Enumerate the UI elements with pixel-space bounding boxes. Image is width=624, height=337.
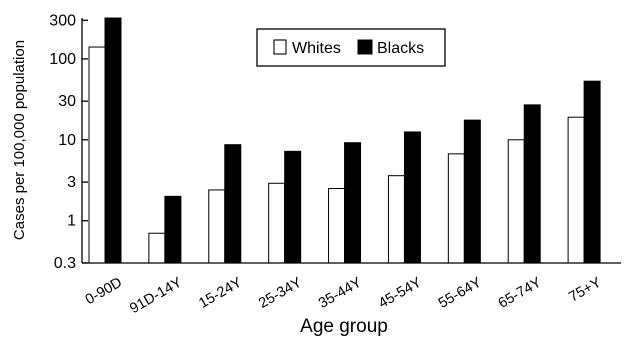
x-ticks-group: 0-90D 91D-14Y 15-24Y 25-34Y 35-44Y 45-54Y 55-6… (83, 274, 605, 317)
bar-blacks-2534y (284, 150, 302, 264)
x-axis-title: Age group (300, 316, 388, 337)
bars-group (88, 17, 601, 264)
y-tick-label: 0.3 (54, 255, 76, 272)
bar-whites-91d14y (148, 232, 166, 264)
legend-swatch-whites (273, 39, 287, 55)
x-tick-label: 75+Y (566, 274, 604, 305)
bar-blacks-5564y (463, 119, 481, 264)
y-tick-label: 3 (67, 174, 76, 191)
bar-whites-5564y (447, 153, 465, 264)
bar-blacks-91d14y (164, 195, 182, 264)
bar-blacks-75y (583, 80, 601, 264)
bar-whites-4554y (387, 175, 405, 264)
legend: Whites Blacks (256, 28, 446, 67)
x-tick-label: 25-34Y (256, 274, 305, 311)
x-tick-label: 65-74Y (496, 274, 545, 311)
y-axis-title: Cases per 100,000 population (11, 40, 28, 240)
legend-label-whites: Whites (292, 40, 341, 57)
bar-whites-6574y (507, 139, 525, 264)
bar-whites-090d (88, 46, 106, 264)
bar-blacks-4554y (403, 131, 421, 264)
legend-label-blacks: Blacks (377, 40, 424, 57)
bar-blacks-6574y (523, 104, 541, 264)
x-tick-label: 35-44Y (316, 274, 365, 311)
bar-blacks-090d (104, 17, 122, 264)
bar-whites-3544y (328, 187, 346, 264)
y-tick-label: 10 (58, 132, 76, 149)
y-tick-label: 1 (67, 213, 76, 230)
y-tick-label: 30 (58, 93, 76, 110)
y-tick-label: 300 (49, 12, 76, 29)
x-tick-label: 0-90D (83, 275, 125, 309)
legend-box (256, 28, 446, 67)
bar-whites-75y (567, 116, 585, 264)
x-tick-label: 15-24Y (196, 274, 245, 311)
x-tick-label: 55-64Y (436, 274, 485, 311)
y-tick-label: 100 (49, 51, 76, 68)
bar-blacks-1524y (224, 144, 242, 264)
y-ticks-group: 0.3 1 3 10 30 100 300 (49, 12, 88, 272)
bar-whites-2534y (268, 182, 286, 264)
bar-blacks-3544y (344, 142, 362, 264)
legend-swatch-blacks (357, 39, 373, 55)
x-tick-label: 91D-14Y (127, 274, 185, 317)
bar-whites-1524y (208, 189, 226, 264)
x-tick-label: 45-54Y (376, 274, 425, 311)
